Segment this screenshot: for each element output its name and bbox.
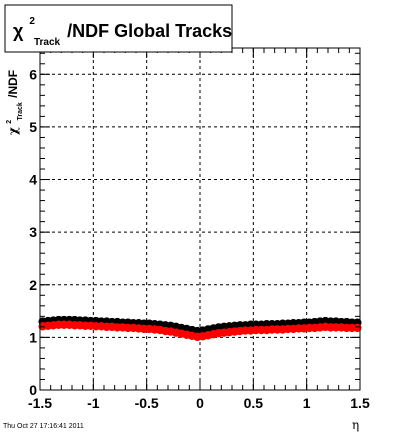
y-tick-label: 4 bbox=[29, 172, 37, 188]
ylabel-sub: Track bbox=[17, 102, 24, 120]
x-tick-label: -1 bbox=[87, 395, 100, 411]
title-box bbox=[4, 4, 233, 53]
chart-title: χ 2 Track /NDF Global Tracks bbox=[4, 4, 233, 53]
y-tick-label: 6 bbox=[29, 66, 37, 82]
grid-layer bbox=[40, 48, 360, 390]
title-sup: 2 bbox=[29, 16, 35, 27]
marker-layer bbox=[38, 315, 362, 342]
x-tick-label: 1 bbox=[303, 395, 311, 411]
y-axis-label: χ 2 Track /NDF bbox=[0, 70, 25, 135]
y-tick-label: 0 bbox=[29, 382, 37, 398]
x-tick-label: -0.5 bbox=[135, 395, 159, 411]
x-tick-label: -1.5 bbox=[28, 395, 52, 411]
x-tick-label: 0 bbox=[196, 395, 204, 411]
ylabel-rest: /NDF bbox=[6, 70, 20, 98]
series-1-point bbox=[353, 323, 362, 333]
x-tick-label: 0.5 bbox=[244, 395, 264, 411]
title-text: χ 2 Track /NDF Global Tracks bbox=[13, 8, 232, 49]
y-tick-label: 3 bbox=[29, 224, 37, 240]
ylabel-text: χ 2 Track /NDF bbox=[0, 70, 25, 135]
title-chi: χ bbox=[13, 21, 24, 41]
tick-label-layer: -1.5 -1 -0.5 0 0.5 1 1.5 0 1 2 3 4 5 6 bbox=[28, 66, 370, 411]
y-tick-label: 5 bbox=[29, 119, 37, 135]
title-sub: Track bbox=[34, 37, 61, 48]
x-tick-label: 1.5 bbox=[350, 395, 370, 411]
ylabel-chi: χ bbox=[6, 127, 20, 135]
footer-timestamp: Thu Oct 27 17:16:41 2011 bbox=[3, 423, 84, 430]
y-tick-label: 2 bbox=[29, 277, 37, 293]
x-axis-label: η bbox=[352, 418, 359, 432]
ylabel-sup: 2 bbox=[6, 120, 13, 124]
y-tick-label: 1 bbox=[29, 329, 37, 345]
title-rest: /NDF Global Tracks bbox=[67, 21, 232, 41]
